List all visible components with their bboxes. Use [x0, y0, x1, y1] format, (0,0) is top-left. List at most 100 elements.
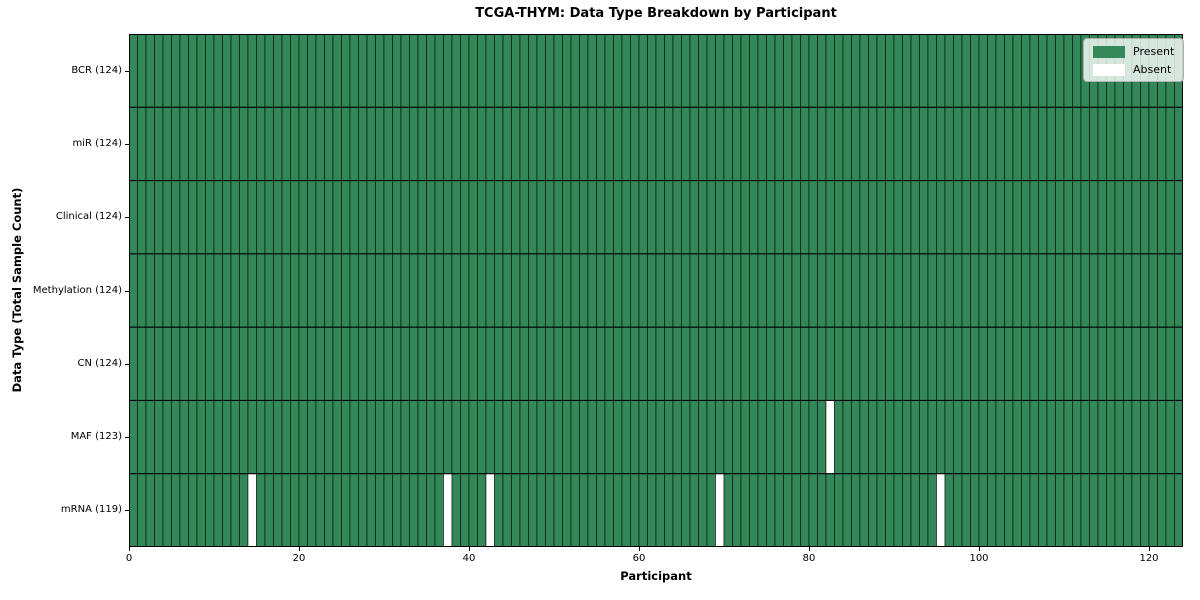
present-cell: [1055, 106, 1065, 181]
present-cell: [1123, 106, 1133, 181]
present-cell: [324, 473, 334, 548]
present-cell: [196, 33, 206, 108]
present-cell: [239, 400, 249, 475]
present-cell: [230, 33, 240, 108]
present-cell: [1089, 473, 1099, 548]
present-cell: [1174, 326, 1184, 401]
present-cell: [766, 326, 776, 401]
x-tick-label: 60: [632, 553, 646, 564]
present-cell: [1165, 473, 1175, 548]
present-cell: [477, 180, 487, 255]
present-cell: [256, 106, 266, 181]
present-cell: [417, 180, 427, 255]
present-cell: [1063, 326, 1073, 401]
present-cell: [562, 106, 572, 181]
present-cell: [936, 253, 946, 328]
present-cell: [630, 253, 640, 328]
present-cell: [137, 253, 147, 328]
present-cell: [596, 106, 606, 181]
present-cell: [205, 33, 215, 108]
present-cell: [264, 253, 274, 328]
present-cell: [791, 400, 801, 475]
present-cell: [1140, 326, 1150, 401]
present-cell: [766, 180, 776, 255]
present-cell: [179, 180, 189, 255]
present-cell: [638, 106, 648, 181]
legend: Present Absent: [1083, 38, 1185, 82]
present-cell: [358, 180, 368, 255]
present-cell: [162, 106, 172, 181]
present-cell: [766, 106, 776, 181]
present-cell: [655, 180, 665, 255]
present-cell: [545, 253, 555, 328]
present-cell: [392, 106, 402, 181]
present-cell: [434, 326, 444, 401]
present-cell: [273, 400, 283, 475]
present-cell: [230, 180, 240, 255]
present-cell: [1140, 473, 1150, 548]
y-tick-label: BCR (124): [71, 64, 122, 76]
present-cell: [1055, 180, 1065, 255]
present-cell: [757, 106, 767, 181]
present-cell: [1021, 473, 1031, 548]
present-cell: [154, 33, 164, 108]
present-cell: [358, 400, 368, 475]
present-cell: [264, 180, 274, 255]
present-cell: [817, 106, 827, 181]
present-cell: [460, 33, 470, 108]
present-cell: [723, 253, 733, 328]
present-cell: [383, 400, 393, 475]
present-cell: [409, 253, 419, 328]
y-tick-mark: [125, 437, 129, 439]
present-cell: [927, 473, 937, 548]
present-cell: [978, 180, 988, 255]
present-cell: [604, 253, 614, 328]
present-cell: [1038, 253, 1048, 328]
present-cell: [179, 326, 189, 401]
present-cell: [332, 33, 342, 108]
present-cell: [341, 400, 351, 475]
present-cell: [817, 400, 827, 475]
present-cell: [528, 106, 538, 181]
present-cell: [188, 473, 198, 548]
present-cell: [902, 473, 912, 548]
present-cell: [978, 473, 988, 548]
present-cell: [961, 326, 971, 401]
present-cell: [715, 400, 725, 475]
present-cell: [638, 180, 648, 255]
present-cell: [511, 33, 521, 108]
present-cell: [409, 400, 419, 475]
present-cell: [324, 180, 334, 255]
present-cell: [885, 106, 895, 181]
present-cell: [970, 473, 980, 548]
present-cell: [808, 473, 818, 548]
present-cell: [885, 473, 895, 548]
present-cell: [358, 106, 368, 181]
present-cell: [910, 326, 920, 401]
present-cell: [1131, 400, 1141, 475]
present-cell: [842, 106, 852, 181]
present-cell: [426, 33, 436, 108]
present-cell: [723, 326, 733, 401]
present-cell: [1012, 253, 1022, 328]
present-cell: [213, 253, 223, 328]
present-cell: [434, 253, 444, 328]
present-cell: [468, 180, 478, 255]
present-cell: [409, 106, 419, 181]
present-cell: [1148, 326, 1158, 401]
present-cell: [961, 253, 971, 328]
present-cell: [307, 400, 317, 475]
present-cell: [851, 106, 861, 181]
present-cell: [502, 326, 512, 401]
present-cell: [332, 400, 342, 475]
present-cell: [196, 400, 206, 475]
present-cell: [987, 106, 997, 181]
present-cell: [757, 400, 767, 475]
present-cell: [715, 180, 725, 255]
present-cell: [681, 253, 691, 328]
x-tick-label: 20: [292, 553, 306, 564]
present-cell: [953, 33, 963, 108]
present-cell: [817, 473, 827, 548]
present-cell: [1055, 33, 1065, 108]
present-cell: [936, 400, 946, 475]
